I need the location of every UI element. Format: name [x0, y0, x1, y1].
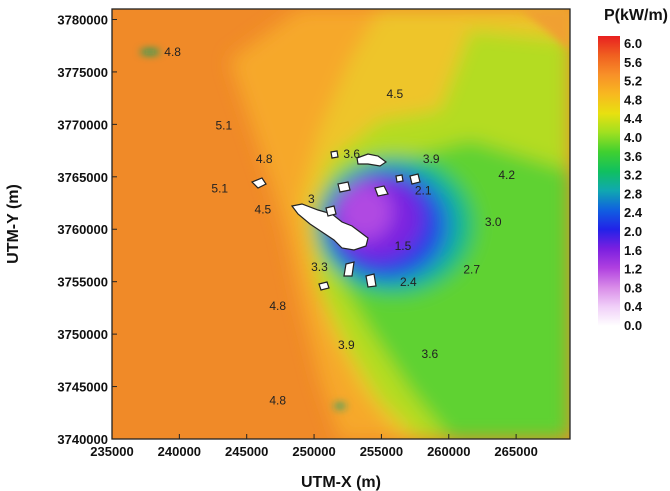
colorbar-level-label: 2.0	[624, 224, 642, 239]
colorbar-level-label: 2.4	[624, 205, 643, 220]
contour-label: 3.9	[338, 338, 355, 352]
island-small-4	[343, 261, 355, 277]
contour-label: 3.6	[422, 347, 439, 361]
contour-label: 4.8	[164, 45, 181, 59]
contour-label: 2.4	[400, 275, 417, 289]
island-small-8	[325, 205, 337, 217]
colorbar-title: P(kW/m)	[604, 7, 668, 24]
x-tick-label: 255000	[360, 444, 403, 459]
y-tick-label: 3780000	[57, 12, 108, 27]
island-small-2	[337, 181, 351, 193]
island-small-9	[365, 273, 377, 288]
plot-frame	[111, 8, 571, 440]
x-axis: 235000 240000 245000 250000 255000 260000 2650…	[90, 434, 538, 459]
colorbar: P(kW/m) 0.0 0.4 0.8 1.2 1.6 2.0 2.4 2.8 3.2 3.6 4.…	[598, 7, 668, 333]
island-small-10	[330, 150, 339, 159]
x-tick-label: 265000	[494, 444, 537, 459]
contour-label: 3.6	[343, 147, 360, 161]
contour-label: 4.5	[387, 87, 404, 101]
x-tick-label: 245000	[225, 444, 268, 459]
y-tick-label: 3740000	[57, 432, 108, 447]
contour-label: 3.0	[485, 215, 502, 229]
y-tick-label: 3745000	[57, 380, 108, 395]
contour-label: 3	[308, 192, 315, 206]
x-tick-label: 250000	[292, 444, 335, 459]
colorbar-level-label: 1.2	[624, 262, 642, 277]
y-tick-label: 3770000	[57, 117, 108, 132]
colorbar-level-label: 0.4	[624, 299, 643, 314]
contour-label: 4.8	[256, 152, 273, 166]
colorbar-level-label: 5.2	[624, 74, 642, 89]
contour-label: 2.1	[415, 184, 432, 198]
power-field	[230, 9, 570, 439]
corner-highlight	[140, 9, 570, 409]
colorbar-level-label: 6.0	[624, 36, 642, 51]
contour-label: 5.1	[211, 182, 228, 196]
colorbar-level-label: 0.0	[624, 318, 642, 333]
colorbar-level-label: 2.8	[624, 186, 642, 201]
colorbar-level-label: 3.6	[624, 149, 642, 164]
contour-labels: 4.8 4.5 5.1 4.8 5.1 4.5 3.6 3.9 4.2 2.1 3.0 3 1.5 3.3…	[164, 45, 515, 407]
colorbar-level-label: 4.8	[624, 92, 642, 107]
x-axis-title: UTM-X (m)	[301, 474, 381, 491]
colorbar-level-label: 4.4	[624, 111, 643, 126]
island-small-1	[250, 177, 267, 189]
contour-label: 4.2	[498, 168, 515, 182]
contour-label: 3.9	[423, 152, 440, 166]
contour-label: 2.7	[463, 262, 480, 276]
islands	[250, 150, 421, 291]
x-tick-label: 260000	[427, 444, 470, 459]
y-tick-label: 3760000	[57, 222, 108, 237]
contour-label: 4.8	[269, 393, 286, 407]
colorbar-gradient	[598, 36, 620, 326]
island-small-7	[395, 174, 404, 183]
island-small-5	[318, 281, 330, 291]
colorbar-level-label: 4.0	[624, 130, 642, 145]
island-small-3	[374, 185, 389, 197]
contour-label: 5.1	[215, 119, 232, 133]
x-tick-label: 235000	[90, 444, 133, 459]
y-tick-label: 3750000	[57, 327, 108, 342]
colorbar-level-label: 0.8	[624, 280, 642, 295]
y-tick-label: 3755000	[57, 275, 108, 290]
y-tick-label: 3775000	[57, 65, 108, 80]
island-small-6	[409, 173, 421, 185]
y-tick-label: 3765000	[57, 170, 108, 185]
contour-label: 1.5	[395, 239, 412, 253]
colorbar-level-label: 5.6	[624, 55, 642, 70]
colorbar-level-label: 1.6	[624, 243, 642, 258]
plot-area: 4.8 4.5 5.1 4.8 5.1 4.5 3.6 3.9 4.2 2.1 3.0 3 1.5 3.3…	[112, 9, 570, 439]
colorbar-level-label: 3.2	[624, 168, 642, 183]
contour-label: 4.5	[255, 203, 272, 217]
y-axis: 3740000 3745000 3750000 3755000 3760000 37650…	[57, 12, 117, 447]
contour-label: 3.3	[311, 260, 328, 274]
x-tick-label: 240000	[158, 444, 201, 459]
island-main	[290, 203, 369, 251]
colorbar-labels: 0.0 0.4 0.8 1.2 1.6 2.0 2.4 2.8 3.2 3.6 4.0 4.4 4.8 5…	[624, 36, 643, 333]
island-north	[356, 153, 388, 167]
y-axis-title: UTM-Y (m)	[5, 184, 22, 264]
contour-label: 4.8	[269, 299, 286, 313]
